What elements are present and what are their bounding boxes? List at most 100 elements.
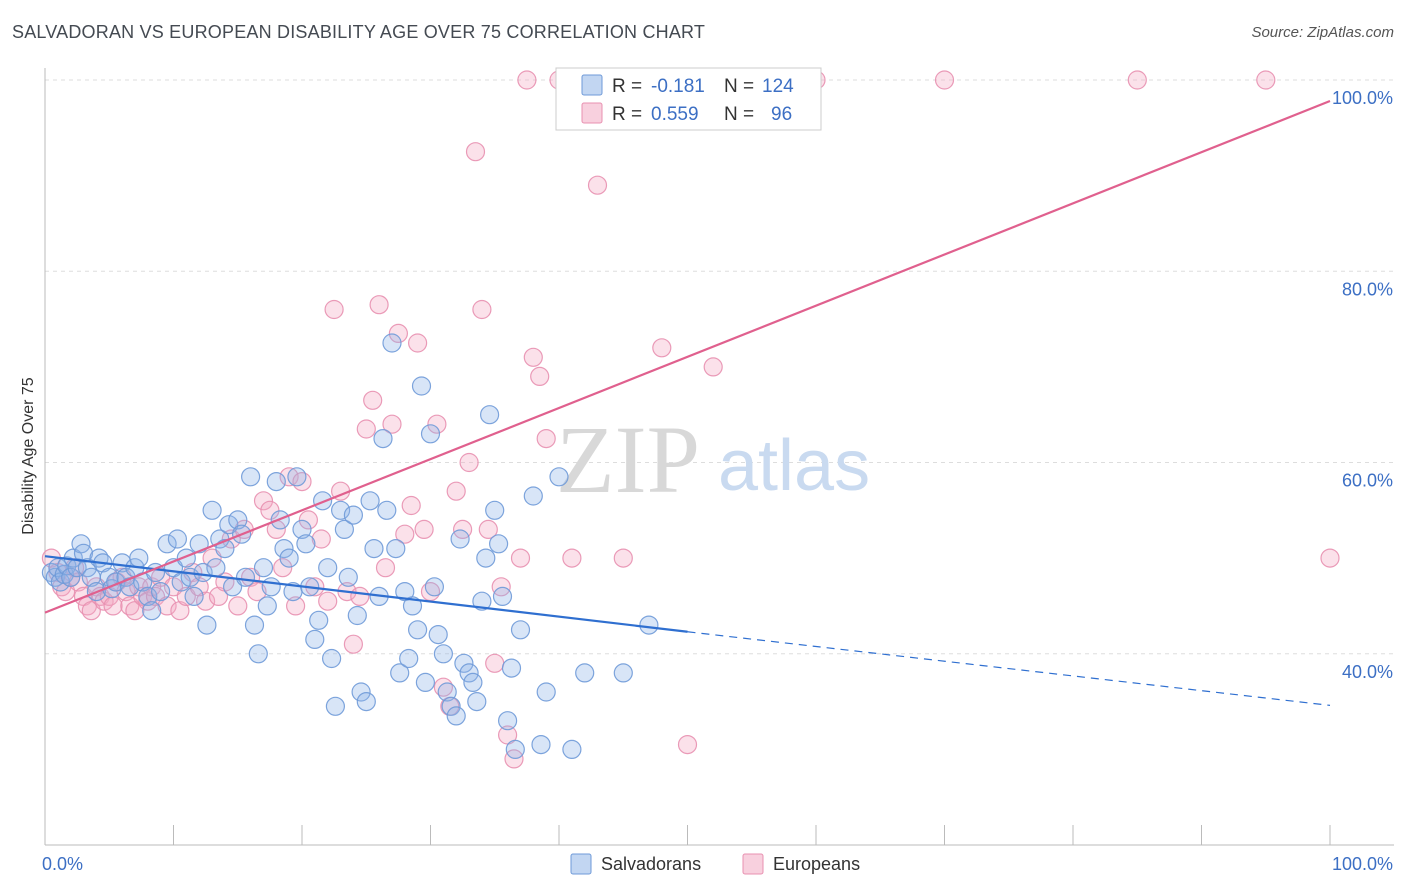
y-tick-label: 100.0% [1332,88,1393,108]
european-point [459,452,479,473]
european-point [395,524,415,544]
salvadoran-point [151,581,171,602]
salvadoran-point [241,467,261,487]
series-legend: Salvadorans Europeans [570,853,860,875]
european-point [273,558,293,578]
salvadoran-point [279,548,299,568]
european-point [343,634,363,654]
european-point [81,601,101,621]
y-tick-labels: 40.0% 60.0% 80.0% 100.0% [1332,88,1393,682]
salvadoran-point [257,596,277,616]
legend-n-european: 96 [771,104,792,125]
watermark-atlas: atlas [718,426,870,506]
european-point [298,510,318,530]
european-point [324,299,344,320]
european-point [1127,70,1147,90]
salvadoran-point [61,567,81,587]
salvadoran-point [351,682,371,702]
salvadoran-point [562,739,582,760]
european-point [388,323,408,343]
european-point [414,519,434,540]
x-tick-label: 100.0% [1332,854,1393,874]
legend-r-european: 0.559 [651,104,699,125]
salvadoran-point [510,620,531,640]
salvadoran-point [292,519,312,540]
salvadoran-point [360,491,380,511]
bottom-legend-swatch-european [742,853,764,875]
salvadoran-point [248,644,268,664]
salvadoran-point [157,534,177,554]
legend-r-label: R = [612,104,642,125]
chart-title: SALVADORAN VS EUROPEAN DISABILITY AGE OV… [12,22,706,42]
salvadoran-trend-extension [687,631,1331,706]
y-tick-label: 60.0% [1342,471,1393,491]
salvadoran-point [476,548,496,568]
salvadoran-point [501,658,522,678]
european-point [253,491,274,511]
european-point [170,601,190,621]
salvadoran-point [67,558,87,578]
salvadoran-point [454,653,474,673]
salvadoran-point [274,538,294,559]
salvadoran-point [253,558,274,578]
european-point [103,596,123,616]
salvadoran-point [184,586,204,607]
european-point [491,577,511,597]
salvadoran-point [485,500,505,520]
european-point [202,548,222,568]
salvadoran-point [382,333,402,353]
european-point [510,548,531,568]
european-point [228,596,248,616]
salvadoran-points [41,333,659,760]
salvadoran-point [459,663,479,683]
salvadoran-point [399,648,419,669]
salvadoran-point [296,534,316,554]
european-point [247,581,267,602]
salvadoran-point [639,615,659,635]
watermark: ZIP atlas [556,406,870,513]
salvadoran-point [408,620,428,640]
european-point [375,558,396,578]
x-tick-labels: 0.0% 100.0% [42,854,1393,874]
salvadoran-point [129,548,149,568]
salvadoran-point [364,538,384,559]
salvadoran-point [338,567,358,587]
salvadoran-point [402,596,423,616]
salvadoran-point [424,577,444,597]
salvadoran-point [325,696,345,716]
salvadoran-point [467,691,487,712]
european-point [523,347,543,367]
salvadoran-point [244,615,265,635]
european-point [260,500,280,520]
legend-n-label: N = [724,104,754,125]
european-point [350,586,370,607]
salvadoran-point [309,610,329,630]
salvadoran-point [261,577,281,597]
salvadoran-point [575,663,595,683]
bottom-legend-label-salvadoran: Salvadorans [601,854,701,874]
salvadoran-point [197,615,217,635]
european-point [318,591,338,611]
salvadoran-point [498,711,518,731]
salvadoran-point [373,429,393,449]
european-point [613,548,633,568]
y-axis-title: Disability Age Over 75 [20,377,37,535]
salvadoran-point [433,644,453,664]
european-point [472,299,492,320]
european-point [652,338,672,358]
bottom-legend-label-european: Europeans [773,854,860,874]
salvadoran-point [420,424,441,444]
european-point [587,175,608,195]
salvadoran-point [313,491,333,511]
salvadoran-point [287,467,307,487]
salvadoran-point [450,529,470,549]
salvadoran-point [219,515,239,535]
european-point [536,429,556,449]
salvadoran-point [343,505,363,525]
european-point [286,596,306,616]
legend-r-salvadoran: -0.181 [651,76,705,97]
salvadoran-point [266,472,286,492]
salvadoran-point [441,696,461,716]
european-point [311,529,331,549]
